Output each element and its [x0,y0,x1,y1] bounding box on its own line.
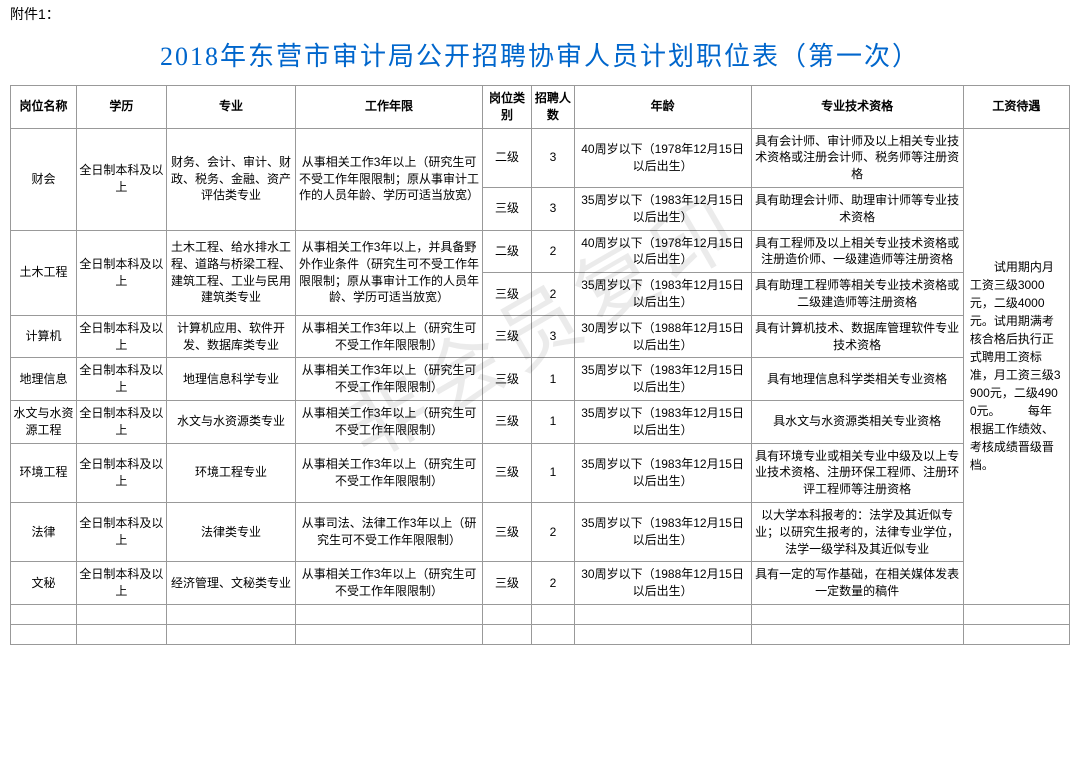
cell-position: 文秘 [11,562,77,605]
cell-qualification: 具有助理工程师等相关专业技术资格或二级建造师等注册资格 [751,273,963,316]
attachment-label: 附件1： [0,0,1080,28]
cell-education: 全日制本科及以上 [77,358,167,401]
cell-experience: 从事相关工作3年以上（研究生可不受工作年限限制；原从事审计工作的人员年龄、学历可… [296,128,482,230]
cell-age: 35周岁以下（1983年12月15日以后出生） [574,273,751,316]
cell-age: 35周岁以下（1983年12月15日以后出生） [574,443,751,502]
cell-age: 40周岁以下（1978年12月15日以后出生） [574,128,751,187]
table-row: 法律 全日制本科及以上 法律类专业 从事司法、法律工作3年以上（研究生可不受工作… [11,502,1070,561]
cell-position: 计算机 [11,315,77,358]
cell-count: 1 [532,400,574,443]
cell-major: 法律类专业 [166,502,296,561]
cell-education: 全日制本科及以上 [77,315,167,358]
table-row: 文秘 全日制本科及以上 经济管理、文秘类专业 从事相关工作3年以上（研究生可不受… [11,562,1070,605]
cell-level: 三级 [482,502,532,561]
empty-row [11,604,1070,624]
cell-qualification: 具有助理会计师、助理审计师等专业技术资格 [751,187,963,230]
header-experience: 工作年限 [296,86,482,129]
cell-level: 二级 [482,128,532,187]
cell-education: 全日制本科及以上 [77,128,167,230]
cell-experience: 从事相关工作3年以上，并具备野外作业条件（研究生可不受工作年限限制；原从事审计工… [296,230,482,315]
table-header-row: 岗位名称 学历 专业 工作年限 岗位类别 招聘人数 年龄 专业技术资格 工资待遇 [11,86,1070,129]
table-row: 财会 全日制本科及以上 财务、会计、审计、财政、税务、金融、资产评估类专业 从事… [11,128,1070,187]
cell-age: 30周岁以下（1988年12月15日以后出生） [574,315,751,358]
cell-education: 全日制本科及以上 [77,443,167,502]
cell-level: 三级 [482,562,532,605]
cell-position: 土木工程 [11,230,77,315]
cell-experience: 从事相关工作3年以上（研究生可不受工作年限限制） [296,443,482,502]
table-row: 土木工程 全日制本科及以上 土木工程、给水排水工程、道路与桥梁工程、建筑工程、工… [11,230,1070,273]
cell-education: 全日制本科及以上 [77,502,167,561]
table-row: 计算机 全日制本科及以上 计算机应用、软件开发、数据库类专业 从事相关工作3年以… [11,315,1070,358]
cell-qualification: 具有一定的写作基础，在相关媒体发表一定数量的稿件 [751,562,963,605]
cell-count: 3 [532,315,574,358]
cell-level: 三级 [482,400,532,443]
cell-salary: 试用期内月工资三级3000元，二级4000元。试用期满考核合格后执行正式聘用工资… [963,128,1069,604]
cell-education: 全日制本科及以上 [77,562,167,605]
cell-qualification: 具有计算机技术、数据库管理软件专业技术资格 [751,315,963,358]
header-age: 年龄 [574,86,751,129]
cell-position: 环境工程 [11,443,77,502]
cell-major: 财务、会计、审计、财政、税务、金融、资产评估类专业 [166,128,296,230]
empty-row [11,624,1070,644]
cell-count: 2 [532,230,574,273]
cell-age: 35周岁以下（1983年12月15日以后出生） [574,502,751,561]
cell-qualification: 以大学本科报考的：法学及其近似专业；以研究生报考的，法律专业学位，法学一级学科及… [751,502,963,561]
cell-age: 40周岁以下（1978年12月15日以后出生） [574,230,751,273]
cell-count: 1 [532,358,574,401]
cell-position: 地理信息 [11,358,77,401]
cell-level: 三级 [482,187,532,230]
cell-age: 35周岁以下（1983年12月15日以后出生） [574,187,751,230]
header-major: 专业 [166,86,296,129]
cell-count: 2 [532,502,574,561]
header-salary: 工资待遇 [963,86,1069,129]
cell-qualification: 具有会计师、审计师及以上相关专业技术资格或注册会计师、税务师等注册资格 [751,128,963,187]
header-qualification: 专业技术资格 [751,86,963,129]
cell-count: 1 [532,443,574,502]
cell-position: 水文与水资源工程 [11,400,77,443]
cell-count: 3 [532,128,574,187]
table-row: 地理信息 全日制本科及以上 地理信息科学专业 从事相关工作3年以上（研究生可不受… [11,358,1070,401]
table-row: 环境工程 全日制本科及以上 环境工程专业 从事相关工作3年以上（研究生可不受工作… [11,443,1070,502]
cell-level: 二级 [482,230,532,273]
cell-level: 三级 [482,443,532,502]
cell-qualification: 具有地理信息科学类相关专业资格 [751,358,963,401]
page-title: 2018年东营市审计局公开招聘协审人员计划职位表（第一次） [0,28,1080,85]
cell-position: 财会 [11,128,77,230]
cell-major: 计算机应用、软件开发、数据库类专业 [166,315,296,358]
cell-experience: 从事相关工作3年以上（研究生可不受工作年限限制） [296,400,482,443]
cell-age: 35周岁以下（1983年12月15日以后出生） [574,358,751,401]
cell-major: 环境工程专业 [166,443,296,502]
cell-major: 经济管理、文秘类专业 [166,562,296,605]
cell-major: 水文与水资源类专业 [166,400,296,443]
cell-qualification: 具有工程师及以上相关专业技术资格或注册造价师、一级建造师等注册资格 [751,230,963,273]
positions-table: 岗位名称 学历 专业 工作年限 岗位类别 招聘人数 年龄 专业技术资格 工资待遇… [10,85,1070,645]
cell-count: 2 [532,273,574,316]
table-row: 水文与水资源工程 全日制本科及以上 水文与水资源类专业 从事相关工作3年以上（研… [11,400,1070,443]
cell-age: 30周岁以下（1988年12月15日以后出生） [574,562,751,605]
cell-education: 全日制本科及以上 [77,400,167,443]
cell-level: 三级 [482,273,532,316]
header-position: 岗位名称 [11,86,77,129]
cell-age: 35周岁以下（1983年12月15日以后出生） [574,400,751,443]
cell-major: 土木工程、给水排水工程、道路与桥梁工程、建筑工程、工业与民用建筑类专业 [166,230,296,315]
cell-count: 2 [532,562,574,605]
cell-count: 3 [532,187,574,230]
cell-experience: 从事相关工作3年以上（研究生可不受工作年限限制） [296,358,482,401]
cell-level: 三级 [482,358,532,401]
cell-experience: 从事司法、法律工作3年以上（研究生可不受工作年限限制） [296,502,482,561]
cell-position: 法律 [11,502,77,561]
cell-qualification: 具有环境专业或相关专业中级及以上专业技术资格、注册环保工程师、注册环评工程师等注… [751,443,963,502]
cell-experience: 从事相关工作3年以上（研究生可不受工作年限限制） [296,562,482,605]
header-level: 岗位类别 [482,86,532,129]
cell-qualification: 具水文与水资源类相关专业资格 [751,400,963,443]
cell-experience: 从事相关工作3年以上（研究生可不受工作年限限制） [296,315,482,358]
header-education: 学历 [77,86,167,129]
cell-education: 全日制本科及以上 [77,230,167,315]
cell-level: 三级 [482,315,532,358]
header-count: 招聘人数 [532,86,574,129]
cell-major: 地理信息科学专业 [166,358,296,401]
